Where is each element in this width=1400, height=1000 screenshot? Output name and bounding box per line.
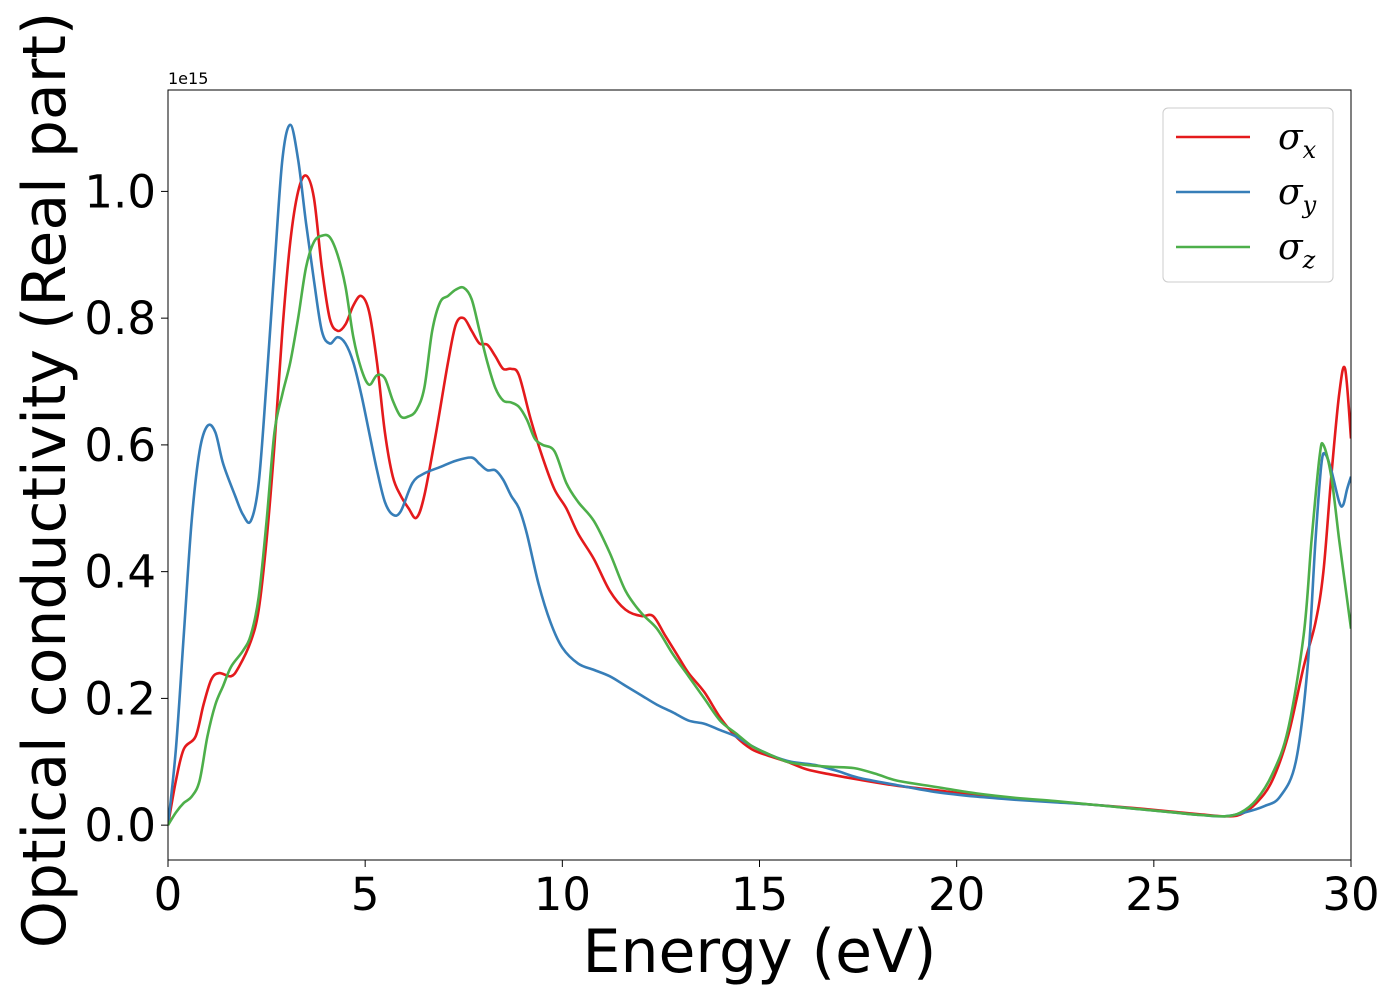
y-axis: 0.0 0.2 0.4 0.6 0.8 1.0 [84,165,168,852]
x-axis: 0 5 10 15 20 25 30 [154,860,1380,921]
legend-box [1162,107,1334,283]
series-lines [168,123,1351,826]
y-axis-title: Optical conductivity (Real part) [10,12,80,949]
y-tick-label: 0.0 [84,799,156,852]
y-tick-label: 0.2 [84,672,156,725]
x-axis-title: Energy (eV) [583,917,937,987]
x-tick-label: 0 [154,868,183,921]
y-tick-label: 0.6 [84,419,156,472]
x-tick-label: 10 [534,868,591,921]
legend-entry-y: σy [1176,172,1317,219]
x-tick-label: 15 [731,868,788,921]
y-tick-label: 0.4 [84,546,156,599]
x-tick-label: 30 [1322,868,1379,921]
y-tick-label: 0.8 [84,292,156,345]
x-tick-label: 25 [1125,868,1182,921]
y-offset-label: 1e15 [168,69,208,88]
y-tick-label: 1.0 [84,165,156,218]
x-tick-label: 20 [928,868,985,921]
x-tick-label: 5 [351,868,380,921]
series-line-z [168,233,1351,826]
